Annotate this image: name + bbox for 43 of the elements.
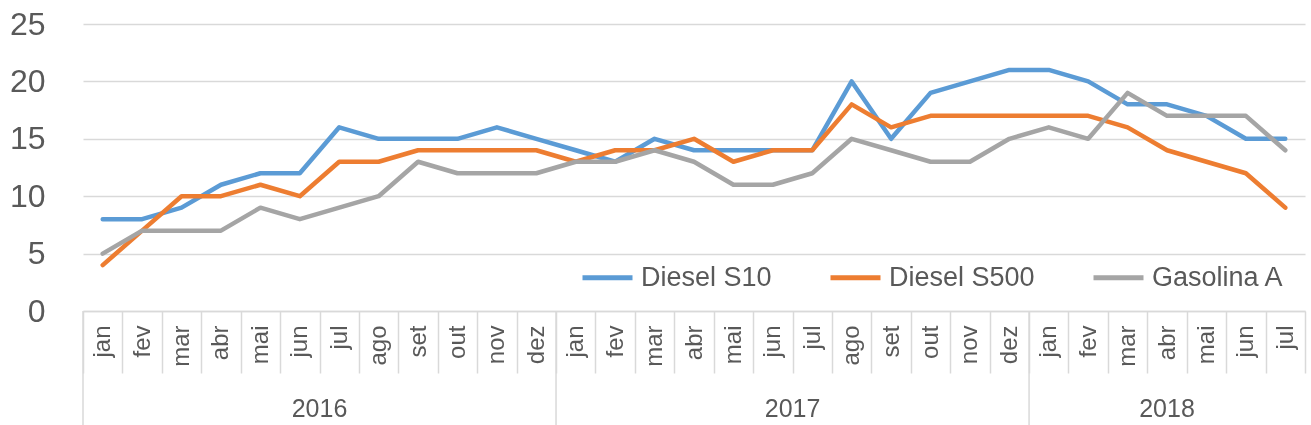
x-tick-label: nov	[955, 325, 983, 365]
x-tick-label: set	[876, 325, 904, 358]
y-tick-label: 20	[9, 62, 46, 99]
y-tick-label: 0	[27, 292, 46, 329]
x-tick-label: jul	[324, 325, 352, 351]
x-tick-label: jun	[285, 325, 313, 359]
y-tick-label: 25	[9, 5, 46, 42]
x-tick-label: jun	[1231, 325, 1259, 359]
x-tick-label: fev	[600, 325, 628, 358]
x-tick-label: mai	[1191, 325, 1219, 365]
x-tick-label: mar	[1113, 325, 1141, 367]
x-tick-label: out	[916, 325, 944, 359]
x-tick-label: abr	[206, 325, 234, 361]
x-tick-label: jan	[1034, 325, 1062, 359]
legend-label: Diesel S10	[641, 261, 772, 292]
text: 2016	[291, 394, 348, 422]
x-tick-label: nov	[482, 325, 510, 365]
x-tick-label: jan	[561, 325, 589, 359]
x-tick-label: mai	[245, 325, 273, 365]
x-tick-label: jun	[758, 325, 786, 359]
x-tick-label: jul	[1270, 325, 1298, 351]
y-tick-label: 15	[9, 120, 46, 157]
x-tick-label: fev	[1073, 325, 1101, 358]
x-tick-label: jan	[88, 325, 116, 359]
legend-label: Diesel S500	[889, 261, 1035, 292]
x-tick-label: mai	[718, 325, 746, 365]
x-tick-label: dez	[521, 325, 549, 365]
x-tick-label: mar	[640, 325, 668, 367]
x-tick-label: abr	[679, 325, 707, 361]
text: 2018	[1139, 394, 1195, 422]
x-tick-label: ago	[837, 325, 865, 366]
legend-label: Gasolina A	[1152, 261, 1283, 292]
x-tick-label: dez	[994, 325, 1022, 365]
x-tick-label: mar	[167, 325, 195, 367]
text: 2017	[764, 394, 821, 422]
y-tick-label: 5	[27, 235, 46, 272]
x-tick-label: fev	[127, 325, 155, 358]
x-tick-label: jul	[797, 325, 825, 351]
x-tick-label: set	[403, 325, 431, 358]
x-tick-label: out	[442, 325, 470, 359]
x-tick-label: abr	[1152, 325, 1180, 361]
x-tick-label: ago	[364, 325, 392, 366]
y-tick-label: 10	[9, 177, 46, 214]
